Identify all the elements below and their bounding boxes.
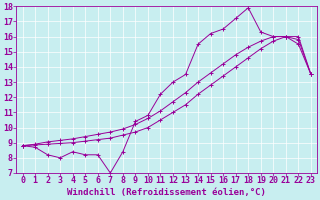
X-axis label: Windchill (Refroidissement éolien,°C): Windchill (Refroidissement éolien,°C) bbox=[67, 188, 266, 197]
